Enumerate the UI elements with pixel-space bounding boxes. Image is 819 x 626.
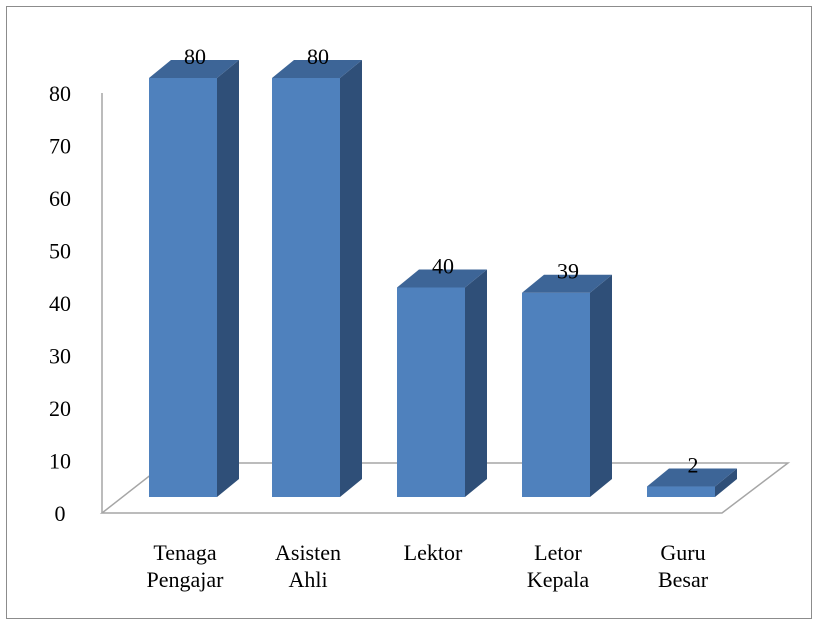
y-tick-label: 30 [49, 344, 71, 369]
y-tick-label: 0 [55, 501, 66, 526]
category-label: Tenaga Pengajar [147, 540, 225, 592]
floor-plane [99, 462, 791, 514]
y-tick-label: 10 [49, 449, 71, 474]
y-tick-label: 70 [49, 134, 71, 159]
category-label: Asisten Ahli [275, 540, 341, 592]
y-axis-ticks: 0 10 20 30 40 50 60 70 80 [49, 81, 71, 526]
bar-side [340, 60, 362, 497]
category-label-line: Ahli [288, 567, 327, 592]
bar-side [217, 60, 239, 497]
data-label: 2 [688, 453, 699, 478]
category-label-line: Asisten [275, 540, 341, 565]
bar-top [522, 274, 612, 293]
y-tick-label: 40 [49, 291, 71, 316]
bars [149, 60, 737, 497]
category-label-line: Besar [658, 567, 709, 592]
category-labels: Tenaga Pengajar Asisten Ahli Lektor Letor Kepa… [147, 540, 709, 592]
category-label-line: Pengajar [147, 567, 225, 592]
bar-front [397, 287, 465, 497]
bar-top [272, 60, 362, 78]
chart-axes [99, 93, 791, 514]
category-label-line: Tenaga [153, 540, 216, 565]
bar-front [522, 292, 590, 497]
data-label: 40 [432, 254, 454, 279]
data-label: 39 [557, 259, 579, 284]
y-tick-label: 60 [49, 186, 71, 211]
category-label-line: Guru [660, 540, 705, 565]
data-label: 80 [184, 44, 206, 69]
category-label-line: Kepala [527, 567, 590, 592]
bar-side [715, 468, 737, 497]
bar-side [465, 269, 487, 497]
category-label-line: Letor [534, 540, 582, 565]
category-label: Letor Kepala [527, 540, 590, 592]
y-tick-label: 80 [49, 81, 71, 106]
bar-top [149, 60, 239, 78]
bar-front [149, 78, 217, 497]
data-label: 80 [307, 44, 329, 69]
bar-top [397, 269, 487, 288]
y-tick-label: 50 [49, 239, 71, 264]
category-label: Guru Besar [658, 540, 709, 592]
bar-front [272, 78, 340, 497]
bar-side [590, 274, 612, 497]
bar-front [647, 486, 715, 497]
bar-top [647, 468, 737, 487]
y-tick-label: 20 [49, 396, 71, 421]
category-label: Lektor [404, 540, 463, 565]
data-labels: 80 80 40 39 2 [184, 44, 699, 478]
category-label-line: Lektor [404, 540, 463, 565]
